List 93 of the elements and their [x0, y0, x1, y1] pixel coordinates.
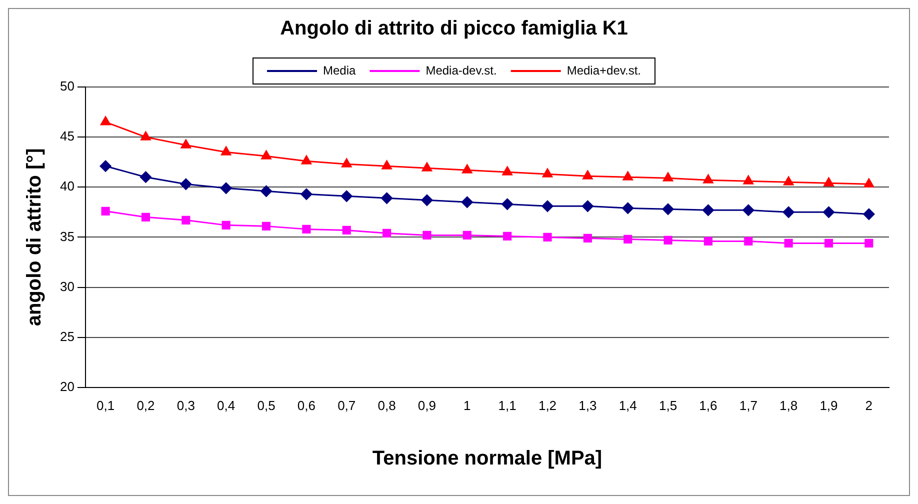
y-tick-label: 35 — [60, 228, 74, 244]
point — [864, 238, 874, 248]
point — [141, 212, 150, 222]
y-tick-label: 50 — [60, 78, 74, 94]
x-tick-label: 1,6 — [699, 398, 718, 413]
point — [342, 158, 352, 168]
x-tick-label: 0,9 — [418, 398, 436, 413]
point — [340, 190, 352, 202]
point — [743, 175, 754, 184]
legend-label: Media-dev.st. — [426, 63, 497, 78]
point — [744, 236, 753, 246]
point — [622, 171, 633, 180]
point — [382, 228, 392, 238]
point — [704, 236, 712, 246]
x-tick-label: 1,1 — [498, 398, 516, 413]
point — [582, 170, 593, 180]
point — [382, 160, 392, 170]
x-tick-label: 0,4 — [217, 398, 236, 413]
y-axis-title: angolo di attrito [°] — [24, 148, 46, 326]
point — [422, 230, 432, 240]
point — [221, 146, 232, 156]
point — [302, 224, 311, 234]
y-tick-label: 25 — [60, 328, 74, 344]
x-tick-label: 1,7 — [739, 398, 758, 413]
point — [703, 174, 714, 184]
x-tick-label: 1 — [464, 398, 471, 413]
point — [220, 182, 232, 194]
x-axis-title: Tensione normale [MPa] — [372, 448, 602, 470]
point — [140, 131, 151, 140]
point — [864, 178, 874, 188]
x-tick-label: 0,3 — [176, 398, 195, 413]
x-tick-label: 1,8 — [780, 398, 798, 413]
point — [863, 208, 875, 220]
x-tick-label: 0,6 — [297, 398, 316, 413]
point — [182, 216, 190, 224]
point — [624, 234, 632, 244]
x-tick-label: 1,5 — [658, 398, 678, 413]
point — [824, 238, 834, 248]
point — [822, 206, 834, 218]
x-tick-label: 1,4 — [618, 398, 637, 413]
point — [300, 188, 312, 200]
point — [502, 166, 512, 176]
point — [100, 160, 112, 172]
legend-label: Media+dev.st. — [566, 63, 641, 78]
point — [742, 204, 754, 216]
point — [542, 168, 553, 178]
point — [503, 232, 512, 240]
y-tick-label: 45 — [60, 128, 74, 144]
point — [222, 220, 230, 230]
point — [783, 176, 794, 186]
x-tick-label: 1,9 — [820, 398, 838, 413]
point — [421, 194, 433, 206]
point — [180, 178, 192, 190]
point — [622, 202, 634, 214]
point — [342, 226, 351, 234]
point — [261, 150, 272, 160]
point — [824, 177, 834, 186]
point — [101, 206, 110, 216]
point — [662, 172, 674, 182]
x-tick-label: 0,5 — [257, 398, 276, 413]
point — [542, 200, 554, 212]
x-tick-label: 2 — [865, 398, 873, 413]
x-tick-label: 0,1 — [96, 398, 115, 413]
point — [260, 185, 272, 197]
y-tick-label: 40 — [60, 178, 74, 194]
point — [583, 234, 592, 242]
point — [301, 155, 312, 164]
y-tick-label: 20 — [60, 378, 74, 394]
point — [180, 139, 191, 148]
x-tick-label: 0,2 — [136, 398, 155, 413]
point — [462, 230, 472, 240]
legend-label: Media — [323, 63, 356, 78]
point — [782, 206, 794, 218]
point — [461, 196, 473, 208]
point — [702, 204, 714, 216]
point — [662, 203, 674, 215]
point — [543, 232, 552, 242]
point — [262, 222, 271, 230]
point — [784, 238, 793, 248]
point — [502, 198, 514, 210]
point — [582, 200, 594, 212]
point — [422, 162, 432, 172]
x-tick-label: 0,8 — [378, 398, 396, 413]
point — [100, 116, 111, 126]
point — [140, 171, 152, 183]
chart-title: Angolo di attrito di picco famiglia K1 — [280, 18, 628, 40]
y-tick-label: 30 — [60, 278, 74, 294]
x-tick-label: 0,7 — [338, 398, 356, 413]
point — [462, 164, 472, 174]
point — [664, 236, 672, 244]
point — [381, 192, 393, 204]
x-tick-label: 1,2 — [538, 398, 557, 413]
x-tick-label: 1,3 — [578, 398, 597, 413]
